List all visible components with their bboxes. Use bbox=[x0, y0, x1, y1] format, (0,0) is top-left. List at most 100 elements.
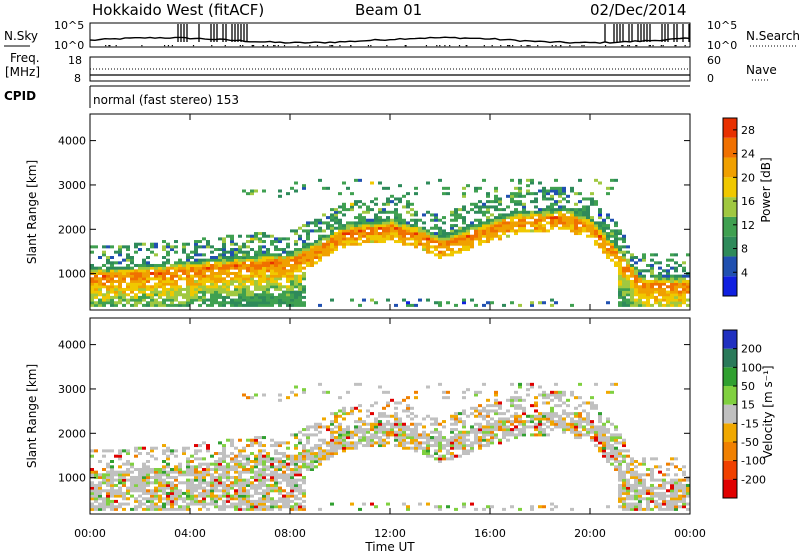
velocity-cell bbox=[542, 393, 546, 397]
power-cell bbox=[98, 256, 102, 260]
power-cell bbox=[562, 216, 566, 220]
velocity-cell bbox=[446, 438, 450, 442]
power-cell bbox=[362, 216, 366, 220]
power-cell bbox=[522, 205, 526, 209]
power-cell bbox=[290, 290, 294, 294]
velocity-cell bbox=[610, 390, 614, 394]
power-cell bbox=[406, 232, 410, 236]
velocity-cell bbox=[382, 414, 386, 418]
velocity-cell bbox=[298, 454, 302, 458]
velocity-cell bbox=[106, 473, 110, 477]
velocity-cell bbox=[142, 491, 146, 495]
power-cell bbox=[362, 224, 366, 228]
velocity-cell bbox=[390, 422, 394, 426]
power-cell bbox=[146, 261, 150, 265]
velocity-cell bbox=[666, 505, 670, 509]
power-cell bbox=[190, 287, 194, 291]
velocity-cell bbox=[366, 428, 370, 432]
velocity-cell bbox=[362, 444, 366, 448]
velocity-cell bbox=[626, 454, 630, 458]
velocity-cell bbox=[366, 444, 370, 448]
power-cell bbox=[298, 261, 302, 265]
power-cell bbox=[142, 274, 146, 278]
power-cell bbox=[450, 253, 454, 257]
power-cell bbox=[250, 258, 254, 262]
velocity-cell bbox=[414, 414, 418, 418]
velocity-colorbar-tick-label: 50 bbox=[741, 380, 755, 393]
velocity-cell bbox=[650, 475, 654, 479]
power-cell bbox=[650, 271, 654, 275]
power-cell bbox=[578, 226, 582, 230]
power-cell bbox=[618, 248, 622, 252]
velocity-cell bbox=[454, 417, 458, 421]
power-cell bbox=[266, 295, 270, 299]
power-cell bbox=[262, 293, 266, 297]
power-cell bbox=[570, 229, 574, 233]
power-cell bbox=[594, 221, 598, 225]
power-cell bbox=[206, 258, 210, 262]
power-cell bbox=[626, 266, 630, 270]
nsearch-dot bbox=[652, 45, 654, 47]
velocity-cell bbox=[678, 478, 682, 482]
velocity-cell bbox=[314, 460, 318, 464]
velocity-cell bbox=[618, 489, 622, 493]
power-cell bbox=[250, 234, 254, 238]
velocity-cell bbox=[110, 486, 114, 490]
power-cell bbox=[150, 301, 154, 305]
velocity-cell bbox=[350, 412, 354, 416]
power-cell bbox=[622, 277, 626, 281]
power-cell bbox=[506, 213, 510, 217]
power-cell bbox=[298, 226, 302, 230]
power-cell bbox=[350, 237, 354, 241]
power-cell bbox=[674, 301, 678, 305]
power-cell bbox=[450, 226, 454, 230]
velocity-cell bbox=[258, 454, 262, 458]
velocity-cell bbox=[342, 436, 346, 440]
velocity-cell bbox=[234, 481, 238, 485]
power-cell bbox=[494, 234, 498, 238]
power-cell bbox=[382, 208, 386, 212]
power-cell bbox=[582, 218, 586, 222]
velocity-cell bbox=[314, 454, 318, 458]
velocity-cell bbox=[674, 494, 678, 498]
velocity-cell bbox=[522, 412, 526, 416]
power-cell bbox=[434, 245, 438, 249]
power-cell bbox=[674, 303, 678, 307]
velocity-cell bbox=[622, 489, 626, 493]
velocity-cell bbox=[186, 478, 190, 482]
power-cell bbox=[346, 232, 350, 236]
velocity-cell bbox=[682, 478, 686, 482]
velocity-cell bbox=[414, 446, 418, 450]
power-cell bbox=[150, 293, 154, 297]
velocity-cell bbox=[686, 489, 690, 493]
velocity-cell bbox=[430, 454, 434, 458]
power-cell bbox=[454, 240, 458, 244]
power-cell bbox=[426, 250, 430, 254]
power-cell bbox=[222, 282, 226, 286]
velocity-cell bbox=[474, 430, 478, 434]
power-cell bbox=[182, 301, 186, 305]
power-cell bbox=[346, 237, 350, 241]
power-cell bbox=[102, 271, 106, 275]
power-cell bbox=[190, 277, 194, 281]
velocity-cell bbox=[282, 475, 286, 479]
power-cell bbox=[290, 285, 294, 289]
velocity-cell bbox=[254, 438, 258, 442]
velocity-cell bbox=[402, 502, 406, 506]
power-cell bbox=[650, 295, 654, 299]
velocity-cell bbox=[282, 499, 286, 503]
power-cell bbox=[294, 250, 298, 254]
power-cell bbox=[190, 269, 194, 273]
velocity-cell bbox=[210, 494, 214, 498]
power-cell bbox=[254, 269, 258, 273]
power-cell bbox=[510, 221, 514, 225]
power-cell bbox=[398, 213, 402, 217]
power-cell bbox=[198, 285, 202, 289]
velocity-cell bbox=[170, 452, 174, 456]
power-cell bbox=[454, 250, 458, 254]
velocity-cell bbox=[574, 422, 578, 426]
power-cell bbox=[174, 250, 178, 254]
power-cell bbox=[618, 282, 622, 286]
power-cell bbox=[598, 181, 602, 185]
power-cell bbox=[130, 303, 134, 307]
